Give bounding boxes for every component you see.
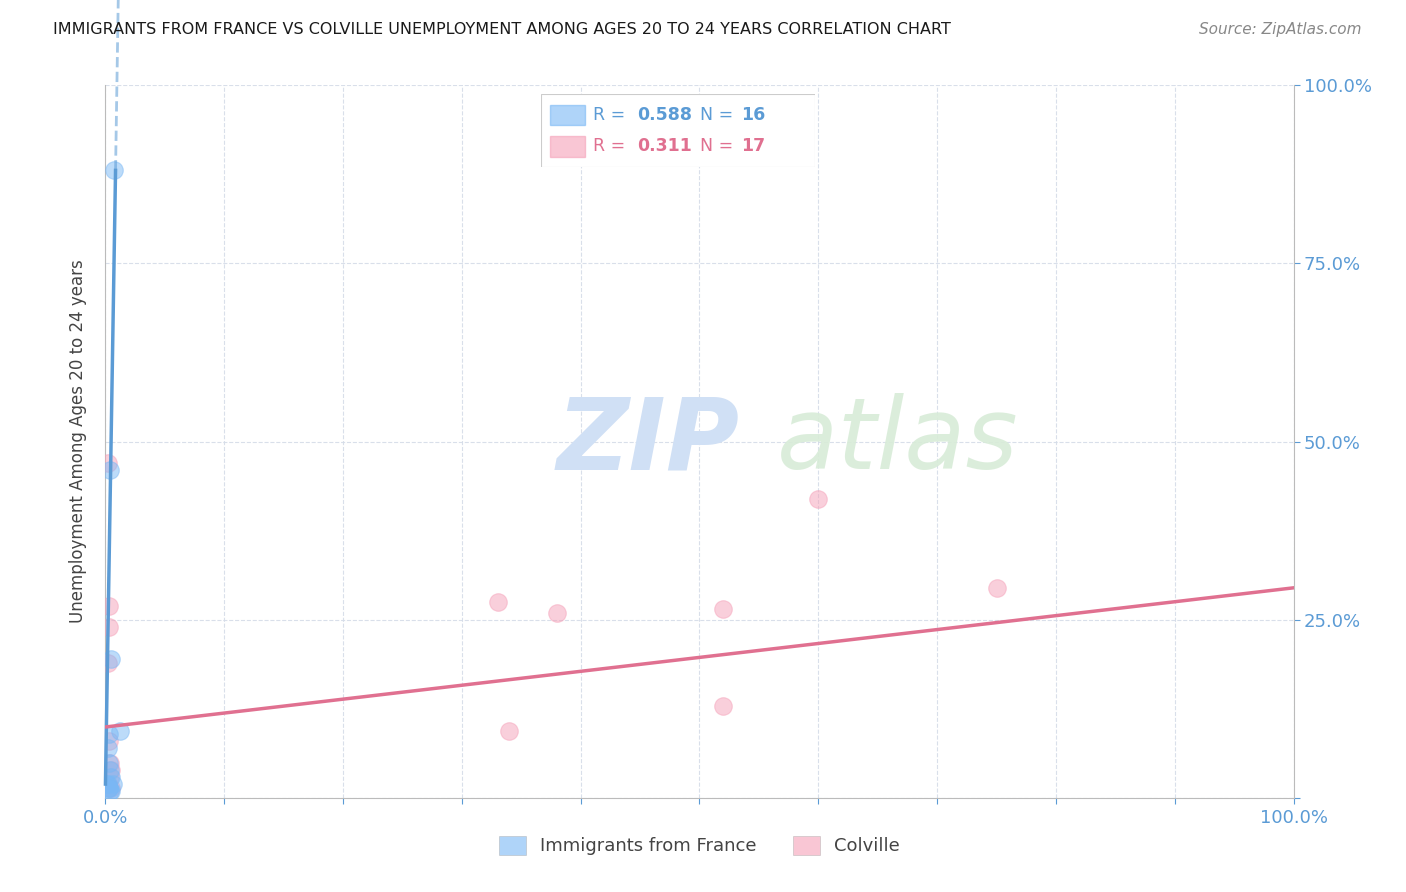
Point — [97, 456, 120, 470]
Point — [98, 463, 121, 477]
Point — [546, 606, 568, 620]
Text: 0.588: 0.588 — [637, 106, 692, 124]
Point — [98, 763, 121, 777]
Point — [98, 784, 121, 798]
Bar — [550, 104, 585, 125]
Point — [101, 777, 124, 791]
Point — [486, 595, 509, 609]
Bar — [550, 136, 585, 157]
Point — [97, 741, 120, 756]
Point — [100, 763, 122, 777]
Point — [100, 770, 122, 784]
Point — [103, 163, 125, 178]
Legend: Immigrants from France, Colville: Immigrants from France, Colville — [492, 829, 907, 863]
Text: atlas: atlas — [776, 393, 1018, 490]
Text: IMMIGRANTS FROM FRANCE VS COLVILLE UNEMPLOYMENT AMONG AGES 20 TO 24 YEARS CORREL: IMMIGRANTS FROM FRANCE VS COLVILLE UNEMP… — [53, 22, 952, 37]
Point — [97, 656, 120, 670]
Point — [100, 780, 122, 795]
Point — [96, 777, 118, 791]
Text: 16: 16 — [741, 106, 766, 124]
Point — [98, 780, 121, 795]
Point — [100, 784, 122, 798]
Point — [100, 652, 122, 666]
Point — [98, 756, 121, 770]
Text: N =: N = — [700, 106, 740, 124]
Point — [711, 602, 734, 616]
Text: ZIP: ZIP — [557, 393, 740, 490]
Text: 17: 17 — [741, 137, 766, 155]
Point — [98, 770, 121, 784]
Point — [98, 756, 121, 770]
Text: Source: ZipAtlas.com: Source: ZipAtlas.com — [1198, 22, 1361, 37]
Point — [108, 723, 131, 738]
Y-axis label: Unemployment Among Ages 20 to 24 years: Unemployment Among Ages 20 to 24 years — [69, 260, 87, 624]
Point — [807, 491, 830, 506]
Text: R =: R = — [593, 106, 631, 124]
Point — [98, 780, 121, 795]
Text: R =: R = — [593, 137, 637, 155]
Point — [98, 780, 121, 795]
Point — [97, 777, 120, 791]
Point — [98, 727, 121, 741]
Text: 0.311: 0.311 — [637, 137, 692, 155]
Text: N =: N = — [700, 137, 740, 155]
Point — [98, 734, 121, 748]
Point — [498, 723, 520, 738]
Point — [98, 599, 121, 613]
Point — [711, 698, 734, 713]
Point — [986, 581, 1008, 595]
Point — [98, 620, 121, 634]
